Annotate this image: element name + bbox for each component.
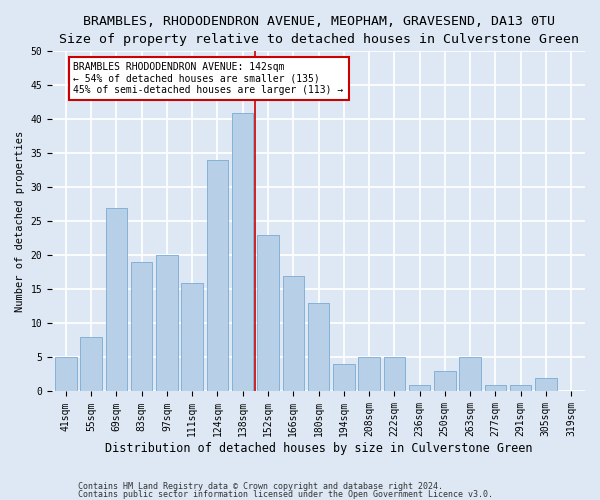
- Bar: [80, 337, 102, 392]
- Bar: [535, 378, 557, 392]
- Y-axis label: Number of detached properties: Number of detached properties: [15, 131, 25, 312]
- X-axis label: Distribution of detached houses by size in Culverstone Green: Distribution of detached houses by size …: [105, 442, 532, 455]
- Bar: [207, 160, 228, 392]
- Bar: [181, 282, 203, 392]
- Text: BRAMBLES RHODODENDRON AVENUE: 142sqm
← 54% of detached houses are smaller (135)
: BRAMBLES RHODODENDRON AVENUE: 142sqm ← 5…: [73, 62, 344, 94]
- Bar: [156, 256, 178, 392]
- Bar: [409, 384, 430, 392]
- Bar: [283, 276, 304, 392]
- Bar: [131, 262, 152, 392]
- Bar: [106, 208, 127, 392]
- Bar: [510, 384, 532, 392]
- Bar: [434, 371, 455, 392]
- Text: Contains HM Land Registry data © Crown copyright and database right 2024.: Contains HM Land Registry data © Crown c…: [78, 482, 443, 491]
- Text: Contains public sector information licensed under the Open Government Licence v3: Contains public sector information licen…: [78, 490, 493, 499]
- Bar: [358, 358, 380, 392]
- Bar: [383, 358, 405, 392]
- Bar: [232, 112, 253, 392]
- Bar: [460, 358, 481, 392]
- Bar: [257, 235, 279, 392]
- Bar: [333, 364, 355, 392]
- Title: BRAMBLES, RHODODENDRON AVENUE, MEOPHAM, GRAVESEND, DA13 0TU
Size of property rel: BRAMBLES, RHODODENDRON AVENUE, MEOPHAM, …: [59, 15, 578, 46]
- Bar: [55, 358, 77, 392]
- Bar: [308, 303, 329, 392]
- Bar: [485, 384, 506, 392]
